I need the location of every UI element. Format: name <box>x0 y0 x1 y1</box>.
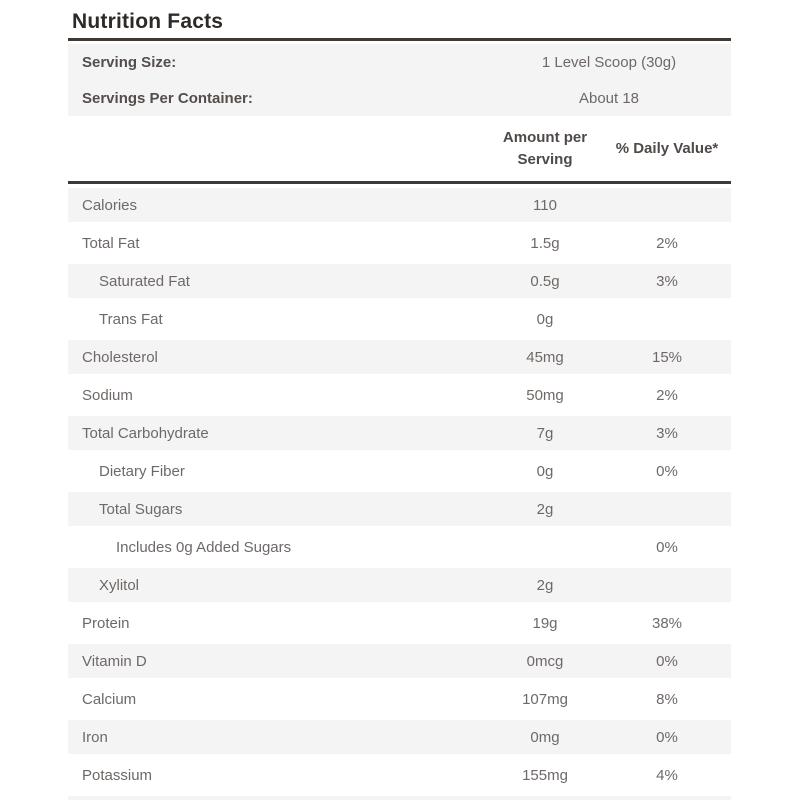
nutrient-daily-value: 0% <box>656 728 678 746</box>
nutrient-amount: 0mg <box>530 728 560 746</box>
table-row: Total Carbohydrate 7g 3% <box>68 414 731 452</box>
table-row: Includes 0g Added Sugars 0% <box>68 528 731 566</box>
servings-per-container-value: About 18 <box>578 89 640 107</box>
nutrient-daily-value: 4% <box>656 766 678 784</box>
serving-size-label: Serving Size: <box>82 53 177 71</box>
nutrient-label: Potassium <box>82 766 153 784</box>
nutrient-label: Saturated Fat <box>99 272 190 290</box>
nutrient-amount: 107mg <box>522 690 568 708</box>
nutrition-facts-panel: Nutrition Facts Serving Size: 1 Level Sc… <box>68 6 731 800</box>
table-row: Calcium 107mg 8% <box>68 680 731 718</box>
partial-bottom-row <box>68 794 731 800</box>
nutrient-amount: 0mcg <box>526 652 564 670</box>
table-row: Potassium 155mg 4% <box>68 756 731 794</box>
serving-size-row: Serving Size: 1 Level Scoop (30g) <box>68 44 731 80</box>
servings-per-container-row: Servings Per Container: About 18 <box>68 80 731 116</box>
nutrient-daily-value: 2% <box>656 234 678 252</box>
amount-per-serving-header: Amount per Serving <box>502 128 588 168</box>
nutrient-daily-value: 3% <box>656 272 678 290</box>
table-row: Saturated Fat 0.5g 3% <box>68 262 731 300</box>
nutrient-label: Total Carbohydrate <box>82 424 209 442</box>
nutrient-daily-value: 38% <box>651 614 683 632</box>
nutrient-daily-value: 0% <box>656 538 678 556</box>
nutrient-amount: 1.5g <box>530 234 560 252</box>
table-row: Dietary Fiber 0g 0% <box>68 452 731 490</box>
nutrient-label: Vitamin D <box>82 652 147 670</box>
title-rule <box>68 38 731 41</box>
percent-daily-value-header: % Daily Value* <box>615 139 719 157</box>
table-row: Iron 0mg 0% <box>68 718 731 756</box>
nutrient-label: Total Sugars <box>99 500 183 518</box>
nutrient-label: Xylitol <box>99 576 140 594</box>
table-row: Calories 110 <box>68 186 731 224</box>
nutrient-label: Calories <box>82 196 138 214</box>
nutrient-amount: 0.5g <box>530 272 560 290</box>
table-row: Protein 19g 38% <box>68 604 731 642</box>
nutrient-label: Sodium <box>82 386 133 404</box>
nutrient-label: Protein <box>82 614 130 632</box>
serving-info-block: Serving Size: 1 Level Scoop (30g) Servin… <box>68 44 731 116</box>
nutrient-amount: 155mg <box>522 766 568 784</box>
nutrient-daily-value: 0% <box>656 462 678 480</box>
nutrient-label: Total Fat <box>82 234 140 252</box>
nutrient-label: Includes 0g Added Sugars <box>116 538 292 556</box>
nutrient-daily-value: 3% <box>656 424 678 442</box>
nutrient-amount: 0g <box>536 462 554 480</box>
nutrient-amount: 110 <box>533 196 557 214</box>
nutrient-label: Cholesterol <box>82 348 158 366</box>
nutrient-amount: 0g <box>536 310 554 328</box>
nutrient-amount: 2g <box>536 500 554 518</box>
nutrient-daily-value: 8% <box>656 690 678 708</box>
table-row: Trans Fat 0g <box>68 300 731 338</box>
nutrient-daily-value: 2% <box>656 386 678 404</box>
nutrient-daily-value: 0% <box>656 652 678 670</box>
column-header-row: Amount per Serving % Daily Value* <box>68 116 731 181</box>
nutrition-facts-title: Nutrition Facts <box>72 10 224 33</box>
nutrient-daily-value: 15% <box>651 348 683 366</box>
nutrient-amount: 2g <box>536 576 554 594</box>
table-row: Vitamin D 0mcg 0% <box>68 642 731 680</box>
table-row: Cholesterol 45mg 15% <box>68 338 731 376</box>
nutrient-label: Dietary Fiber <box>99 462 185 480</box>
nutrient-label: Iron <box>82 728 108 746</box>
header-rule <box>68 181 731 184</box>
serving-size-value: 1 Level Scoop (30g) <box>541 53 677 71</box>
nutrition-table-body: Calories 110 Total Fat 1.5g 2% Saturated… <box>68 186 731 794</box>
table-row: Total Fat 1.5g 2% <box>68 224 731 262</box>
table-row: Total Sugars 2g <box>68 490 731 528</box>
nutrient-amount: 7g <box>536 424 554 442</box>
nutrient-amount: 45mg <box>526 348 564 366</box>
table-row: Xylitol 2g <box>68 566 731 604</box>
nutrient-label: Trans Fat <box>99 310 163 328</box>
nutrient-amount: 19g <box>532 614 558 632</box>
nutrient-label: Calcium <box>82 690 137 708</box>
servings-per-container-label: Servings Per Container: <box>82 89 253 107</box>
nutrient-amount: 50mg <box>526 386 564 404</box>
table-row: Sodium 50mg 2% <box>68 376 731 414</box>
